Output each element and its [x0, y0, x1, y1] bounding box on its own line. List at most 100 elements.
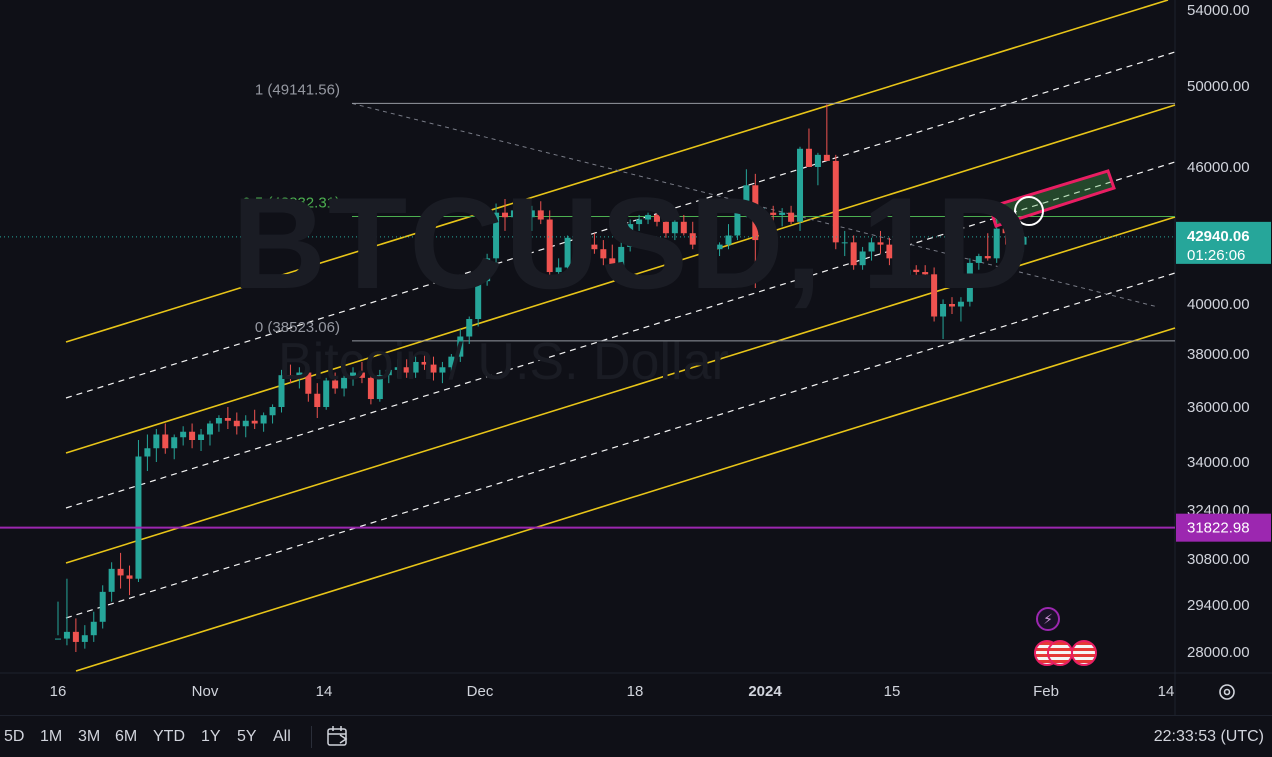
- fib-retracement: 1 (49141.56) 0.5 (43832.31) 0 (38523.06): [242, 81, 1175, 342]
- x-tick-label: Dec: [467, 683, 494, 700]
- candle-body: [55, 638, 61, 640]
- candle-body: [1011, 233, 1018, 245]
- candle-body: [251, 420, 258, 424]
- candle-body: [1020, 236, 1027, 245]
- parallel-channel: [65, 0, 1176, 672]
- range-1y[interactable]: 1Y: [201, 728, 221, 745]
- candle-body: [260, 415, 267, 424]
- candle-body: [662, 221, 669, 234]
- y-tick-label: 34000.00: [1187, 454, 1250, 471]
- candle-body: [233, 420, 240, 427]
- candle-body: [135, 456, 142, 579]
- candle-body: [367, 377, 374, 400]
- candle-body: [323, 380, 330, 407]
- candle-body: [931, 274, 938, 317]
- candle-body: [984, 256, 991, 259]
- candle-body: [376, 375, 383, 400]
- candle-body: [144, 448, 151, 457]
- candle-body: [99, 591, 106, 622]
- utc-clock[interactable]: 22:33:53 (UTC): [1153, 728, 1264, 745]
- candle-body: [412, 361, 419, 373]
- candle-body: [797, 148, 804, 222]
- candle-body: [779, 212, 786, 215]
- candle-body: [242, 420, 249, 427]
- candle-body: [90, 621, 97, 636]
- candle-body: [117, 568, 124, 576]
- candle-body: [609, 258, 616, 268]
- range-ytd[interactable]: YTD: [153, 728, 185, 745]
- candle-body: [573, 233, 580, 238]
- candle-body: [761, 212, 768, 241]
- candle-body: [618, 246, 625, 268]
- candle-body: [403, 367, 410, 373]
- candle-body: [725, 235, 732, 245]
- candle-body: [394, 367, 401, 370]
- price-chart[interactable]: 1 (49141.56) 0.5 (43832.31) 0 (38523.06) 5…: [0, 0, 1272, 715]
- candle-body: [502, 212, 508, 218]
- candle-body: [993, 228, 1000, 259]
- y-tick-label: 46000.00: [1187, 159, 1250, 176]
- price-axis: 54000.00 50000.00 46000.00 40000.00 38000.00…: [1176, 2, 1271, 661]
- candle-body: [215, 418, 222, 424]
- candle-body: [752, 185, 759, 241]
- candle-body: [269, 407, 276, 416]
- candle-body: [305, 372, 312, 394]
- candle-body: [350, 372, 357, 378]
- candle-body: [287, 375, 294, 378]
- candle-body: [421, 361, 428, 365]
- candle-body: [108, 568, 115, 592]
- y-tick-label: 38000.00: [1187, 346, 1250, 363]
- gear-icon[interactable]: [1215, 680, 1239, 704]
- range-3m[interactable]: 3M: [78, 728, 101, 745]
- candle-body: [770, 212, 777, 215]
- fib-level-label: 0 (38523.06): [255, 319, 340, 336]
- range-all[interactable]: All: [273, 728, 291, 745]
- candle-body: [940, 304, 947, 317]
- candle-body: [493, 212, 500, 259]
- candle-body: [859, 251, 866, 266]
- candle-body: [814, 154, 821, 167]
- candle-body: [841, 242, 848, 244]
- candle-body: [913, 269, 920, 273]
- us-flag-icon[interactable]: [1047, 640, 1073, 666]
- candle-body: [975, 256, 982, 263]
- candle-body: [895, 258, 902, 277]
- candle-body: [171, 437, 178, 449]
- lightning-icon[interactable]: ⚡: [1036, 607, 1060, 631]
- range-6m[interactable]: 6M: [115, 728, 138, 745]
- candle-body: [877, 242, 884, 245]
- candle-body: [600, 249, 607, 259]
- candle-body: [528, 210, 535, 218]
- bottom-toolbar: 5D 1M 3M 6M YTD 1Y 5Y All 22:33:53 (UTC): [0, 715, 1272, 757]
- candle-body: [949, 304, 955, 307]
- candle-body: [966, 262, 973, 302]
- candle-body: [180, 431, 187, 438]
- channel-line: [75, 327, 1176, 672]
- fib-level-label: 0.5 (43832.31): [242, 194, 340, 211]
- candle-body: [126, 575, 133, 579]
- target-rectangle: [988, 169, 1116, 228]
- range-5d[interactable]: 5D: [4, 728, 25, 745]
- candle-body: [484, 258, 491, 282]
- x-tick-label: Feb: [1033, 683, 1059, 700]
- candle-body: [296, 372, 303, 378]
- candle-body: [72, 631, 79, 642]
- calendar-icon[interactable]: [325, 724, 351, 750]
- channel-midline: [65, 51, 1176, 399]
- candle-body: [224, 418, 231, 421]
- candle-body: [743, 185, 750, 209]
- channel-line: [65, 216, 1176, 564]
- candle-body: [430, 364, 437, 373]
- candle-body: [206, 423, 213, 435]
- candle-body: [457, 336, 464, 357]
- x-tick-label: 2024: [748, 683, 782, 700]
- y-tick-label: 36000.00: [1187, 399, 1250, 416]
- candle-body: [886, 244, 893, 259]
- us-flag-icon[interactable]: [1071, 640, 1097, 666]
- range-1m[interactable]: 1M: [40, 728, 63, 745]
- candle-body: [466, 319, 473, 337]
- time-axis: 16 Nov 14 Dec 18 2024 15 Feb 14: [50, 683, 1175, 700]
- y-tick-label: 54000.00: [1187, 2, 1250, 19]
- candle-body: [332, 380, 339, 389]
- range-5y[interactable]: 5Y: [237, 728, 257, 745]
